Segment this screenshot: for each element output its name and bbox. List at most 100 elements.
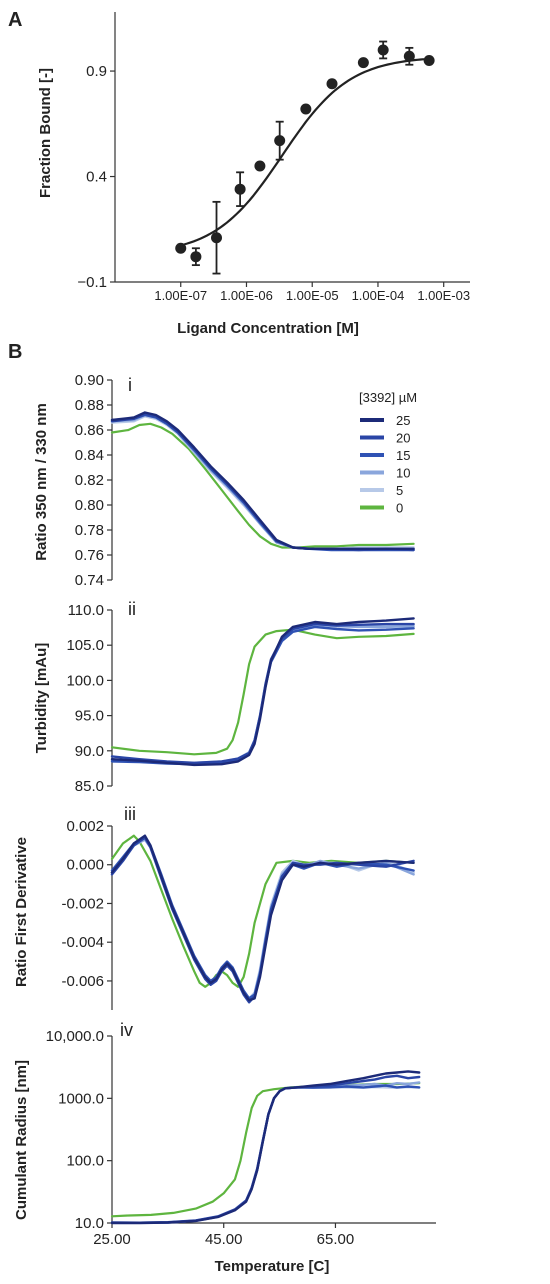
panel-a-ytick-label: 0.4 (86, 169, 107, 186)
legend-label-25: 25 (396, 413, 410, 428)
panel-b-i-series-15 (110, 413, 415, 552)
panel-b-ii-ytick-label: 100.0 (66, 672, 104, 689)
panel-b-iv: 10,000.0 1000.0 100.0 10.025.00 45.00 65.00 i… (13, 1020, 436, 1275)
panel-a-ylabel: Fraction Bound [-] (37, 68, 54, 198)
panel-b-iii-series-0 (110, 834, 415, 988)
panel-b-i-axes: 0.90 0.88 0.86 0.84 0.82 0.80 0.78 0.76 0.74 (75, 372, 113, 589)
panel-a-xtick-label: 1.00E-05 (286, 288, 339, 303)
panel-b-iv-ylabel: Cumulant Radius [nm] (13, 1060, 30, 1220)
panel-b-i-series-25 (110, 411, 415, 550)
panel-b-iv-xtick-label: 45.00 (205, 1231, 243, 1248)
panel-a-data-point (357, 57, 369, 69)
panel-b-iii-ylabel: Ratio First Derivative (13, 837, 30, 987)
legend: [3392] µM 25 20 15 10 5 0 (359, 390, 417, 516)
panel-b-i-series-10 (110, 413, 415, 550)
panel-b-ii-ytick-label: 105.0 (66, 637, 104, 654)
panel-a-data-point (300, 103, 312, 115)
panel-b: B 0.90 0.88 0.86 0.84 0.82 0.80 0.78 0.76 0.74 i… (8, 341, 436, 1275)
panel-b-iii-ytick-label: 0.002 (66, 818, 104, 835)
panel-b-iv-marks (110, 1070, 421, 1225)
panel-b-ii: 110.0 105.0 100.0 95.0 90.0 85.0 ii Turbidity… (33, 599, 415, 795)
panel-b-ii-series-20 (110, 622, 415, 764)
legend-label-20: 20 (396, 431, 410, 446)
panel-b-iv-series-10 (110, 1081, 421, 1224)
panel-b-i-series-20 (110, 412, 415, 552)
panel-b-i-marks (110, 411, 415, 552)
panel-b-i-ytick-label: 0.80 (75, 497, 104, 514)
panel-a-data-point (403, 50, 415, 62)
panel-b-i-ytick-label: 0.74 (75, 572, 104, 589)
panel-a-data-point (190, 251, 202, 263)
panel-a: A 0.9 0.4 −0.1 1.00E-07 1.00E-06 1.00E-05 1.00… (8, 9, 470, 337)
panel-b-iii-marks (110, 834, 415, 1004)
panel-a-marks (175, 40, 435, 275)
panel-b-iii-sublabel: iii (124, 804, 136, 824)
panel-a-ytick-label: 0.9 (86, 63, 107, 80)
panel-b-iv-ytick-label: 10,000.0 (46, 1028, 104, 1045)
panel-b-i-ytick-label: 0.86 (75, 422, 104, 439)
panel-b-iii-ytick-label: -0.002 (61, 895, 104, 912)
panel-b-ii-ytick-label: 110.0 (68, 602, 104, 619)
panel-a-data-point (274, 135, 286, 147)
panel-b-ii-axes: 110.0 105.0 100.0 95.0 90.0 85.0 (66, 602, 113, 795)
panel-a-xtick-label: 1.00E-03 (417, 288, 470, 303)
panel-b-i-sublabel: i (128, 375, 132, 395)
panel-b-i-ytick-label: 0.84 (75, 447, 104, 464)
panel-b-iv-series-20 (110, 1074, 421, 1224)
panel-b-ii-ytick-label: 95.0 (75, 708, 104, 725)
panel-a-data-point (377, 44, 389, 56)
panel-b-i-ytick-label: 0.78 (75, 522, 104, 539)
panel-a-data-point (175, 242, 187, 254)
panel-b-iv-ytick-label: 1000.0 (58, 1090, 104, 1107)
panel-b-iv-xlabel: Temperature [C] (215, 1258, 330, 1275)
panel-b-iii: 0.002 0.000 -0.002 -0.004 -0.006 iii Ratio F… (13, 804, 415, 1010)
panel-b-iii-ytick-label: 0.000 (66, 857, 104, 874)
panel-b-ii-sublabel: ii (128, 599, 136, 619)
panel-b-i-ylabel: Ratio 350 nm / 330 nm (33, 403, 50, 561)
panel-b-ii-series-25 (110, 617, 415, 767)
panel-b-iv-series-15 (110, 1084, 421, 1224)
panel-a-ytick-label: −0.1 (77, 274, 107, 291)
panel-a-xlabel: Ligand Concentration [M] (177, 320, 359, 337)
panel-b-iv-axes: 10,000.0 1000.0 100.0 10.025.00 45.00 65.00 (46, 1028, 436, 1248)
panel-b-iii-series-25 (110, 834, 415, 1002)
panel-b-iv-xtick-label: 65.00 (317, 1231, 355, 1248)
panel-letter-a: A (8, 9, 22, 31)
panel-a-xtick-label: 1.00E-07 (154, 288, 207, 303)
panel-a-data-point (234, 183, 246, 195)
legend-label-5: 5 (396, 483, 403, 498)
legend-title: [3392] µM (359, 390, 417, 405)
panel-b-iv-sublabel: iv (120, 1020, 133, 1040)
panel-b-iv-series-25 (110, 1070, 421, 1225)
panel-b-iii-axes: 0.002 0.000 -0.002 -0.004 -0.006 (61, 818, 113, 1010)
panel-b-iii-ytick-label: -0.004 (61, 934, 104, 951)
panel-a-fit-curve (177, 58, 425, 248)
legend-label-0: 0 (396, 501, 403, 516)
panel-b-i-ytick-label: 0.82 (75, 472, 104, 489)
panel-b-i-ytick-label: 0.90 (75, 372, 104, 389)
panel-b-ii-ylabel: Turbidity [mAu] (33, 643, 50, 754)
panel-b-iv-xtick-label: 25.00 (93, 1231, 131, 1248)
legend-label-10: 10 (396, 466, 410, 481)
panel-b-i-ytick-label: 0.76 (75, 547, 104, 564)
panel-b-iii-ytick-label: -0.006 (61, 973, 104, 990)
panel-b-iv-ytick-label: 100.0 (66, 1153, 104, 1170)
panel-a-xtick-label: 1.00E-04 (352, 288, 405, 303)
panel-b-ii-ytick-label: 85.0 (75, 778, 104, 795)
legend-label-15: 15 (396, 448, 410, 463)
panel-b-iv-series-0 (110, 1082, 421, 1218)
panel-b-iv-series-5 (110, 1085, 421, 1224)
panel-a-xtick-label: 1.00E-06 (220, 288, 273, 303)
panel-a-data-point (254, 160, 266, 172)
panel-b-iv-ytick-label: 10.0 (75, 1215, 104, 1232)
panel-b-i: 0.90 0.88 0.86 0.84 0.82 0.80 0.78 0.76 0.74 i R… (33, 372, 417, 589)
panel-b-i-series-0 (110, 422, 415, 549)
panel-b-ii-marks (110, 617, 415, 767)
panel-b-ii-series-0 (110, 628, 415, 756)
panel-a-data-point (326, 78, 338, 90)
panel-a-data-point (211, 232, 223, 244)
panel-a-data-point (423, 55, 435, 67)
panel-letter-b: B (8, 341, 22, 363)
panel-b-i-ytick-label: 0.88 (75, 397, 104, 414)
